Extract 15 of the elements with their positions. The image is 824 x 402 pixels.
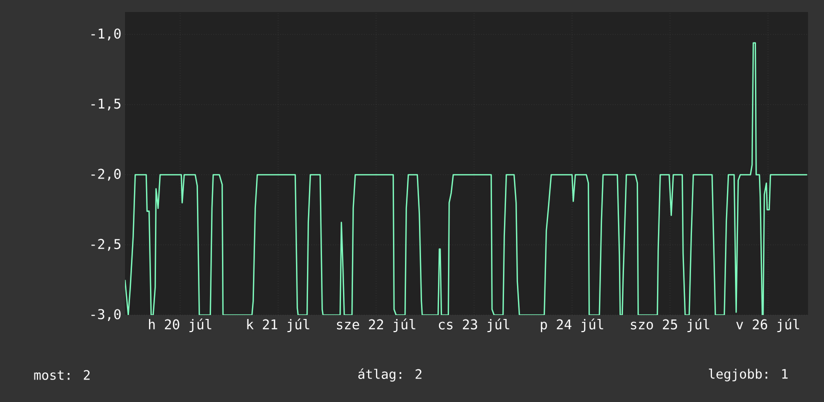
y-tick-label: -2,0	[91, 168, 121, 181]
x-tick-label: h 20 júl	[149, 318, 212, 332]
x-tick-label: cs 23 júl	[438, 318, 510, 332]
text: átlag: 2	[358, 368, 422, 382]
y-tick-label: -2,5	[91, 238, 120, 251]
text: most: 2	[34, 370, 90, 380]
y-tick-label: -3,0	[91, 309, 121, 321]
text: legjobb: 1	[708, 368, 788, 382]
x-tick-label: sze 22 júl	[337, 318, 416, 332]
x-tick-label: p 24 júl	[540, 318, 604, 332]
x-tick-label: szo 25 júl	[630, 318, 710, 332]
y-tick-label: -1,0	[91, 28, 121, 40]
y-tick-label: -1,5	[91, 98, 120, 110]
x-tick-label: k 21 júl	[247, 318, 310, 332]
x-tick-label: v 26 júl	[736, 318, 800, 332]
